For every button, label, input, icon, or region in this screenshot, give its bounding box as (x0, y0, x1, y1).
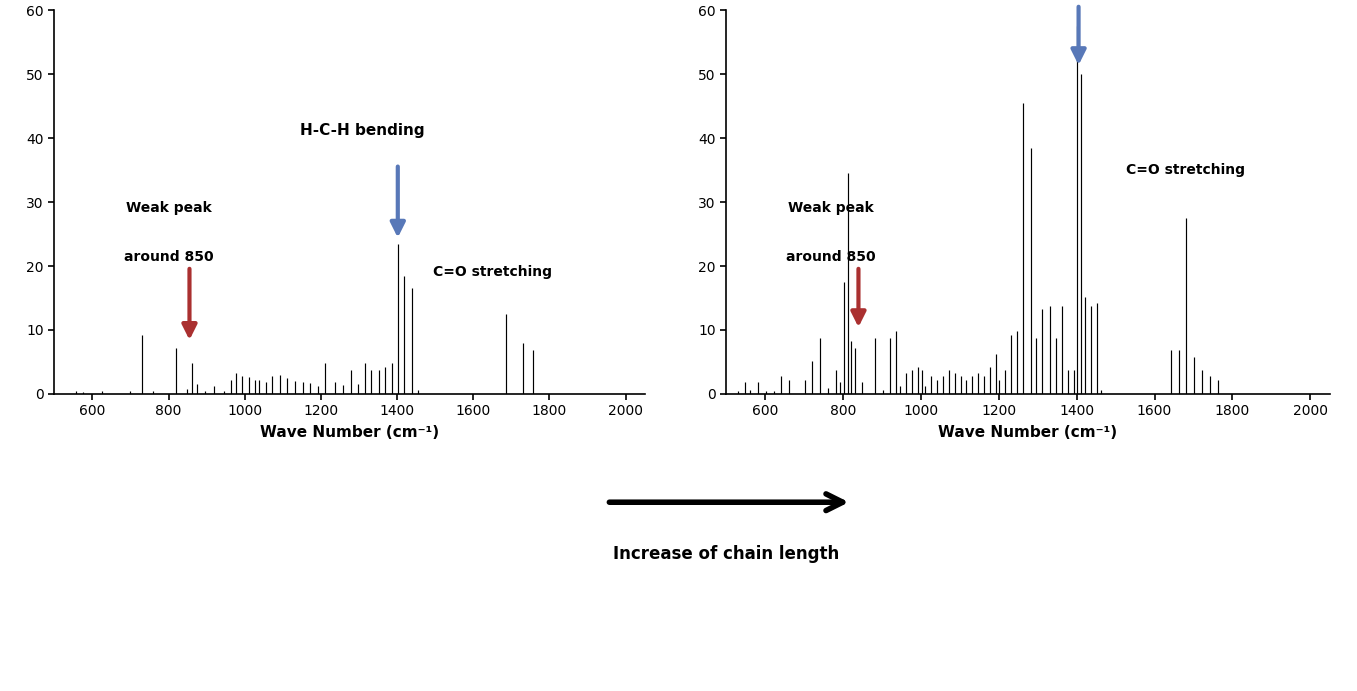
X-axis label: Wave Number (cm⁻¹): Wave Number (cm⁻¹) (259, 425, 440, 440)
Text: H-C-H bending: H-C-H bending (300, 123, 425, 138)
Text: Weak peak: Weak peak (126, 201, 212, 215)
Text: Weak peak: Weak peak (788, 201, 874, 215)
Text: C=O stretching: C=O stretching (1126, 162, 1246, 176)
Text: C=O stretching: C=O stretching (433, 265, 552, 278)
X-axis label: Wave Number (cm⁻¹): Wave Number (cm⁻¹) (938, 425, 1118, 440)
Text: around 850: around 850 (786, 250, 877, 264)
Text: Increase of chain length: Increase of chain length (613, 545, 840, 562)
Text: around 850: around 850 (123, 250, 213, 264)
